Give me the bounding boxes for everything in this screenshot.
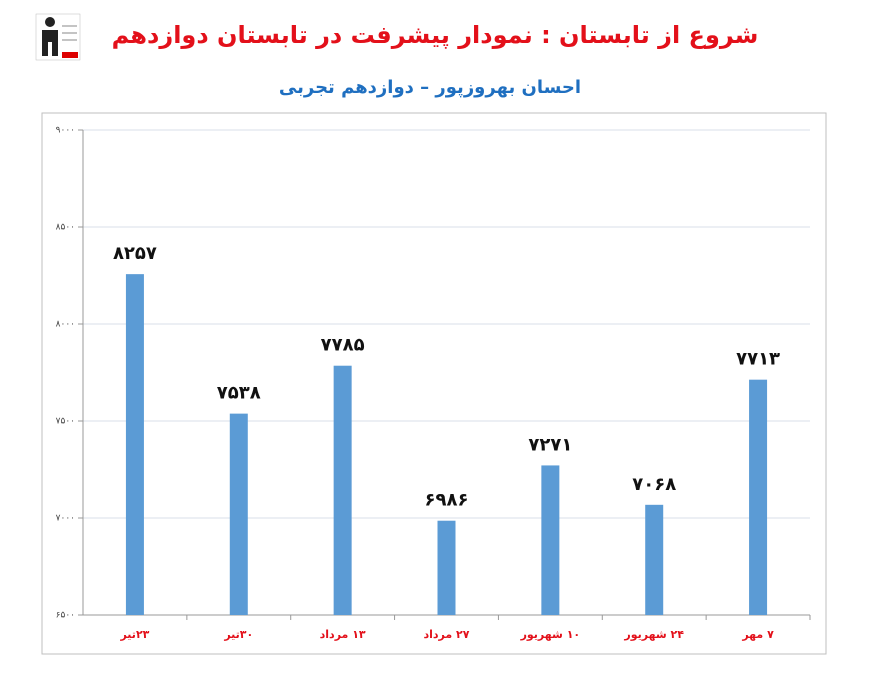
- y-tick-label: ۷۰۰۰: [56, 514, 75, 524]
- data-label: ۷۷۱۳: [736, 349, 780, 370]
- y-tick-label: ۸۰۰۰: [56, 320, 75, 330]
- chart-subtitle: احسان بهروزپور – دوازدهم تجربی: [279, 77, 581, 98]
- chart-title: شروع از تابستان : نمودار پیشرفت در تابست…: [112, 21, 759, 49]
- data-label: ۷۲۷۱: [528, 434, 572, 455]
- data-label: ۸۲۵۷: [113, 243, 157, 264]
- bar: [749, 379, 768, 615]
- x-tick-label: ۲۷ مرداد: [424, 628, 470, 641]
- data-label: ۶۹۸۶: [425, 490, 469, 511]
- bar: [645, 504, 664, 615]
- x-tick-label: ۲۴ شهریور: [623, 628, 684, 641]
- bar: [125, 274, 144, 615]
- x-tick-label: ۱۰ شهریور: [520, 628, 581, 641]
- x-tick-label: ۳۰تیر: [223, 628, 253, 641]
- data-label: ۷۵۳۸: [217, 383, 261, 404]
- x-tick-label: ۷ مهر: [741, 628, 774, 641]
- data-label: ۷۷۸۵: [321, 335, 365, 356]
- chart-frame: [41, 112, 827, 655]
- bar: [229, 413, 248, 615]
- bar: [333, 365, 352, 615]
- bar: [437, 520, 456, 615]
- y-tick-label: ۹۰۰۰: [56, 126, 75, 136]
- bar: [541, 465, 560, 615]
- y-tick-label: ۶۵۰۰: [56, 611, 75, 621]
- x-tick-label: ۲۳تیر: [119, 628, 149, 641]
- x-tick-label: ۱۳ مرداد: [320, 628, 366, 641]
- data-label: ۷۰۶۸: [632, 474, 676, 495]
- logo: [35, 13, 81, 61]
- y-tick-label: ۸۵۰۰: [56, 223, 75, 233]
- y-tick-label: ۷۵۰۰: [56, 417, 75, 427]
